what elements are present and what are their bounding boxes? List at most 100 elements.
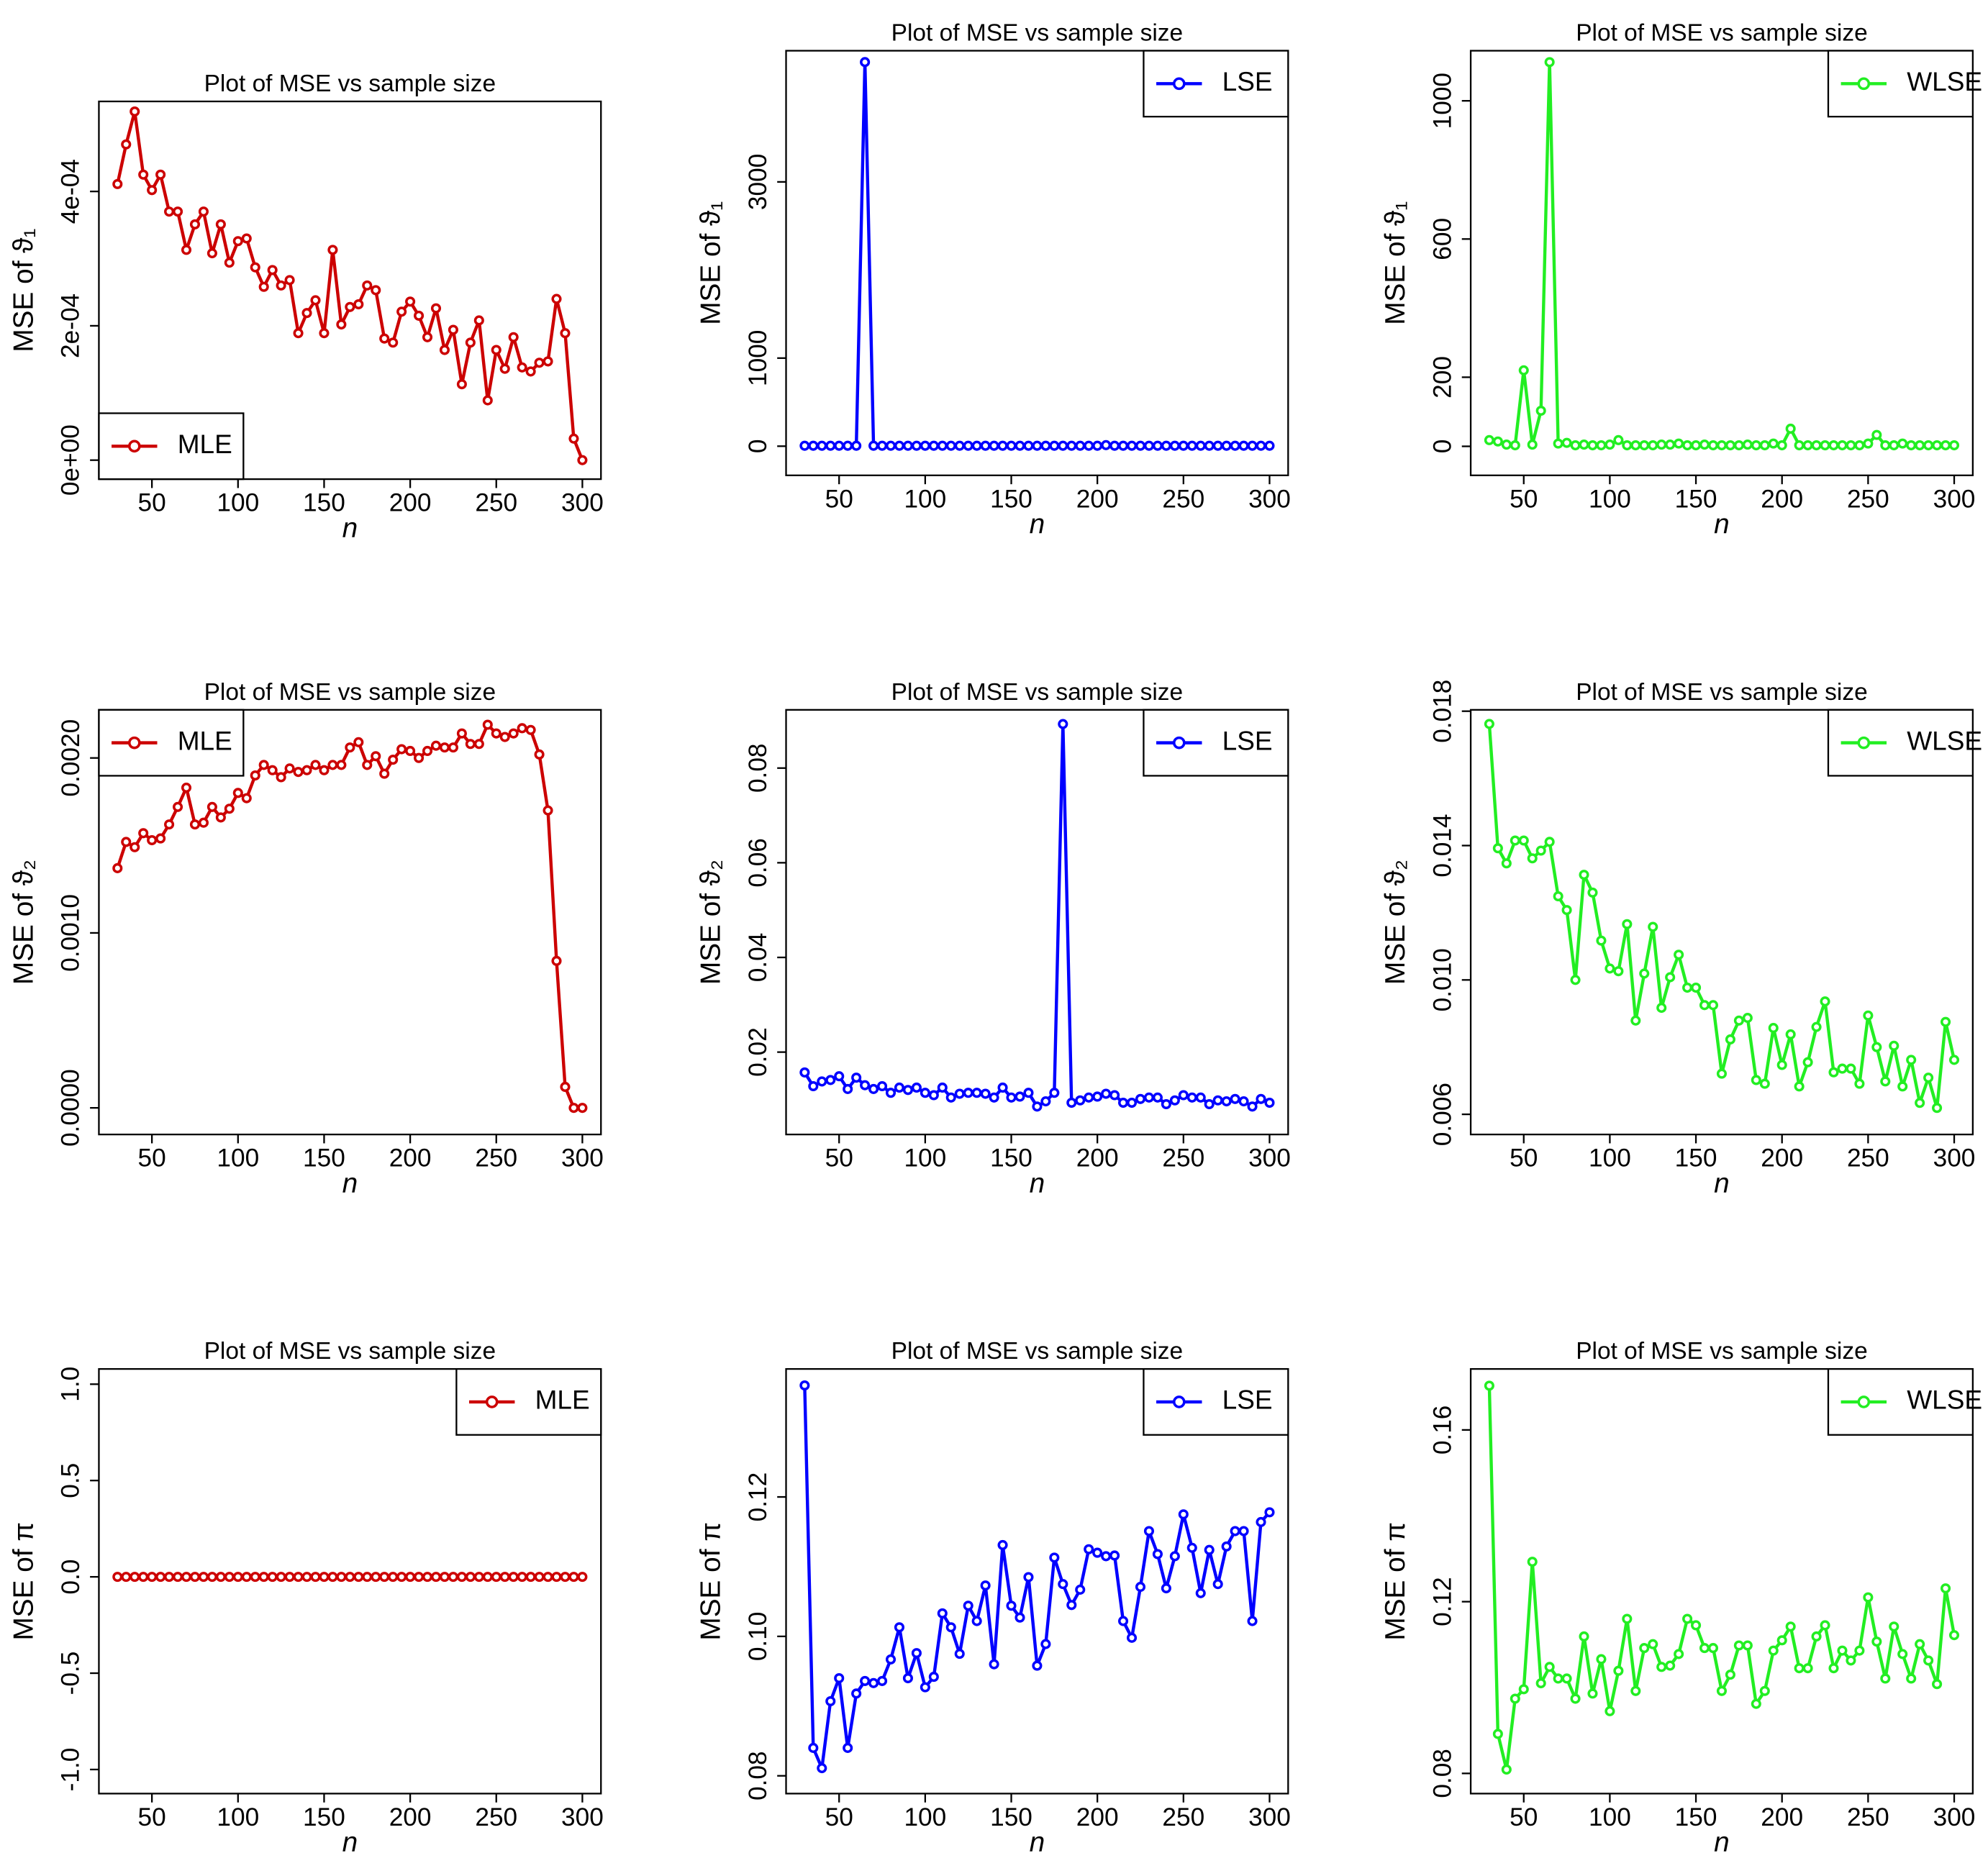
point <box>1510 440 1520 451</box>
point <box>1066 440 1077 451</box>
point <box>206 248 217 259</box>
point <box>1725 1034 1735 1045</box>
point <box>851 1073 862 1083</box>
point <box>422 745 433 757</box>
point <box>1186 1542 1197 1553</box>
point <box>1613 966 1624 977</box>
point <box>508 332 519 342</box>
point <box>465 739 476 750</box>
point <box>1527 853 1538 864</box>
point <box>1622 1613 1633 1624</box>
point <box>997 440 1008 451</box>
point <box>980 1580 991 1591</box>
point <box>164 819 175 830</box>
legend-box <box>98 412 245 481</box>
point <box>1605 1706 1615 1716</box>
point <box>1613 434 1624 445</box>
point <box>1126 1097 1138 1108</box>
panel: Plot of MSE vs sample size n MSE of ϑ₂ 50 10… <box>696 679 1291 1199</box>
point <box>1802 1663 1813 1674</box>
point <box>937 440 948 451</box>
point <box>181 1572 192 1583</box>
point <box>130 842 140 852</box>
point <box>997 1539 1008 1550</box>
x-tick-label: 200 <box>1076 1803 1119 1831</box>
point <box>1518 365 1529 375</box>
point <box>1204 1098 1215 1110</box>
point <box>1195 1588 1206 1598</box>
point <box>1092 440 1103 451</box>
point <box>388 755 399 765</box>
point <box>1126 440 1138 451</box>
point <box>1084 1092 1094 1103</box>
x-tick-label: 100 <box>217 489 259 517</box>
point <box>301 765 312 775</box>
point <box>181 245 192 255</box>
point <box>1742 1013 1753 1024</box>
point <box>224 1572 235 1583</box>
point <box>517 1572 527 1583</box>
point <box>258 281 269 292</box>
point <box>920 1682 930 1693</box>
point <box>1492 1729 1503 1739</box>
point <box>198 1572 209 1583</box>
point <box>1092 1091 1103 1102</box>
point <box>1915 440 1925 451</box>
point <box>482 719 493 730</box>
legend-label: MLE <box>535 1385 590 1415</box>
point <box>525 724 536 735</box>
point <box>1023 1088 1034 1098</box>
point <box>1484 1380 1494 1391</box>
legend-label: MLE <box>178 726 232 755</box>
point <box>1118 1616 1129 1626</box>
point <box>980 440 991 451</box>
x-tick-label: 150 <box>990 1803 1032 1831</box>
point <box>1656 1662 1667 1672</box>
point <box>215 812 226 823</box>
legend-marker <box>485 1395 499 1408</box>
point <box>1238 1096 1249 1107</box>
plot-box <box>785 1367 1289 1795</box>
point <box>534 1572 545 1583</box>
y-axis-label: MSE of ϑ₂ <box>1380 860 1411 985</box>
point <box>1032 1101 1043 1112</box>
point <box>1854 1078 1865 1089</box>
point <box>499 363 510 374</box>
point <box>232 1572 243 1583</box>
point <box>1152 440 1163 451</box>
point <box>1828 1663 1839 1674</box>
point <box>834 1071 845 1082</box>
point <box>439 1572 450 1583</box>
point <box>945 440 956 451</box>
point <box>276 1572 286 1583</box>
x-tick-label: 100 <box>1589 485 1631 513</box>
point <box>396 306 407 317</box>
point <box>1178 1509 1189 1520</box>
legend-marker <box>1172 736 1186 750</box>
point <box>860 1675 871 1686</box>
point <box>1932 1679 1943 1690</box>
point <box>1716 1685 1728 1696</box>
legend: MLE <box>98 709 245 777</box>
y-tick-label: 3000 <box>744 154 772 210</box>
point <box>1897 1081 1908 1092</box>
y-tick-label: 0.08 <box>744 1751 772 1800</box>
point <box>1178 440 1189 451</box>
point <box>1264 1507 1275 1518</box>
x-tick-label: 250 <box>1847 1803 1889 1831</box>
x-tick-label: 150 <box>303 1144 345 1172</box>
point <box>1707 1643 1719 1654</box>
point <box>1032 440 1043 451</box>
point <box>577 455 588 465</box>
x-tick-label: 50 <box>1510 1803 1538 1831</box>
point <box>1828 440 1839 451</box>
point <box>232 236 243 247</box>
point <box>1733 440 1744 451</box>
point <box>1161 440 1171 451</box>
legend-label: LSE <box>1222 726 1273 755</box>
x-tick-label: 50 <box>138 1803 166 1831</box>
point <box>1049 440 1060 451</box>
x-tick-label: 50 <box>138 1144 166 1172</box>
point <box>1768 1645 1779 1656</box>
point <box>1725 1670 1735 1680</box>
